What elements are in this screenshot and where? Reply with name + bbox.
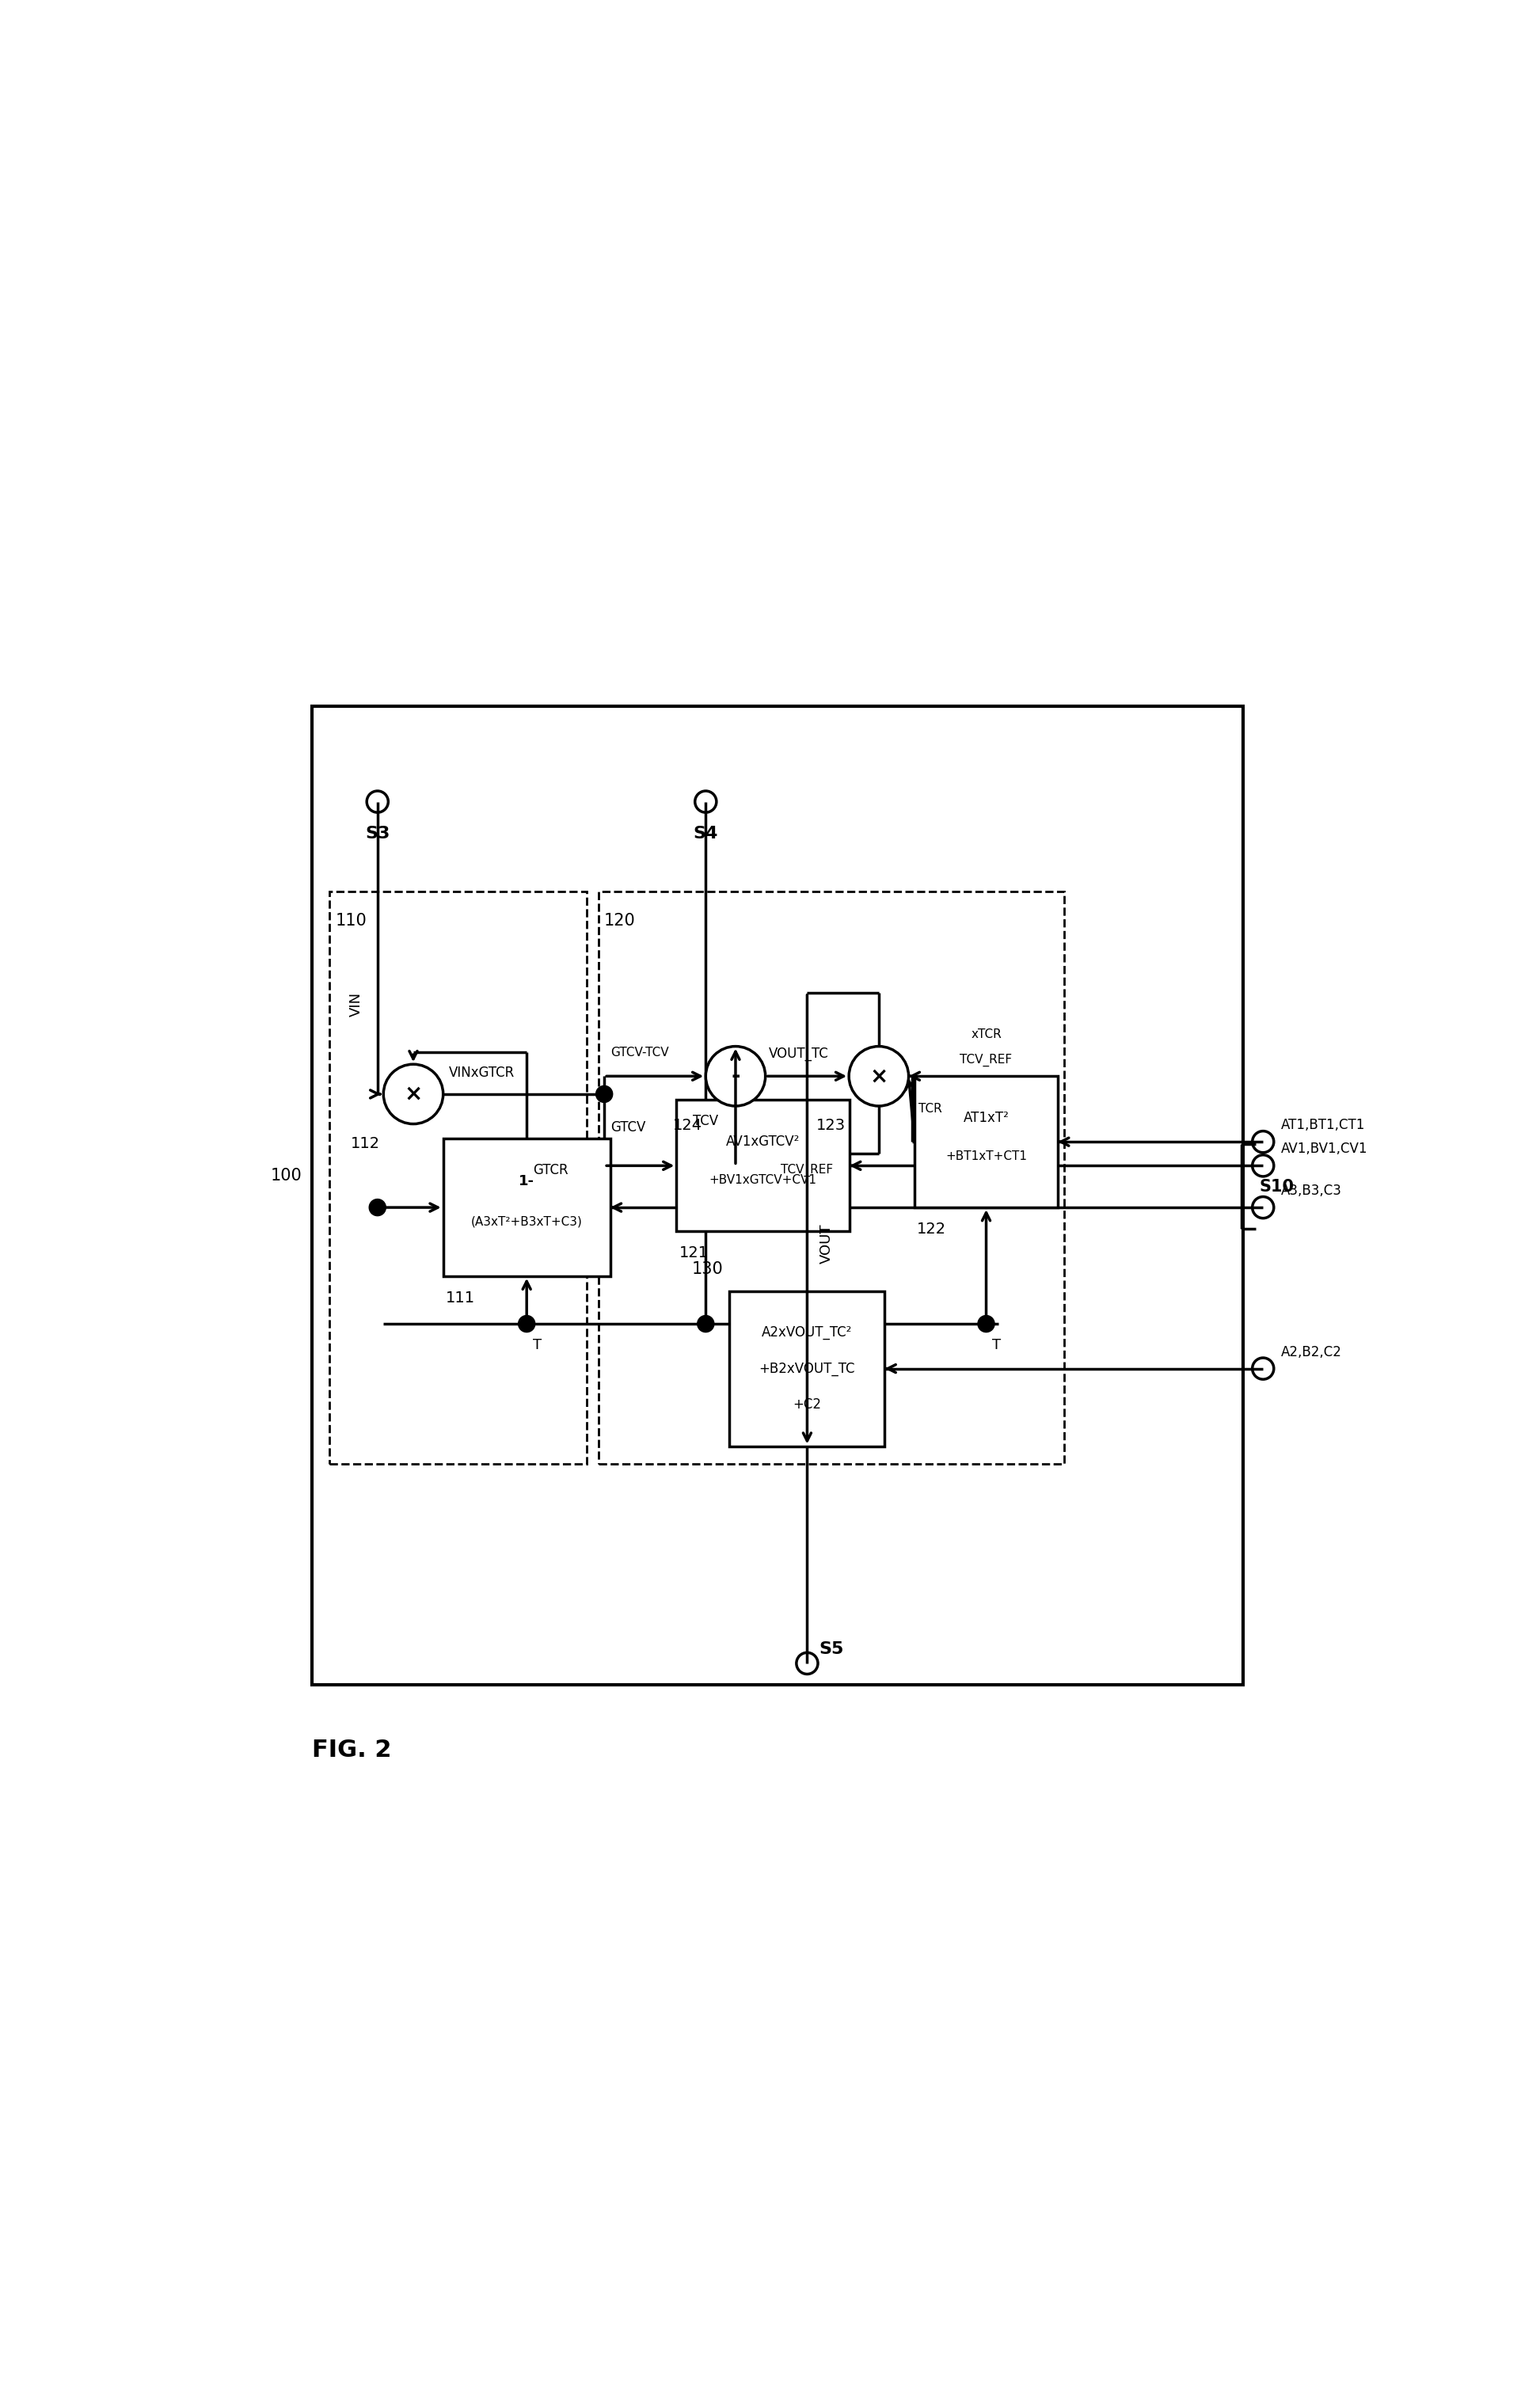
Circle shape	[596, 1086, 613, 1102]
Text: 100: 100	[271, 1169, 302, 1184]
Text: S4: S4	[693, 825, 718, 842]
Bar	[598, 892, 1064, 1463]
Text: xTCR: xTCR	[970, 1028, 1001, 1040]
Text: S10: S10	[1260, 1179, 1294, 1196]
Text: AV1xGTCV²: AV1xGTCV²	[725, 1136, 799, 1150]
Circle shape	[698, 1315, 715, 1332]
Text: VOUT_TC: VOUT_TC	[768, 1047, 829, 1062]
Bar	[311, 705, 1243, 1686]
Text: 110: 110	[336, 913, 367, 928]
Text: AT1,BT1,CT1: AT1,BT1,CT1	[1281, 1119, 1364, 1133]
Text: TCR: TCR	[918, 1102, 941, 1114]
Text: S3: S3	[365, 825, 390, 842]
Circle shape	[370, 1200, 387, 1215]
Text: VINxGTCR: VINxGTCR	[450, 1066, 514, 1081]
Circle shape	[519, 1315, 534, 1332]
Text: S5: S5	[819, 1643, 844, 1657]
Text: +BV1xGTCV+CV1: +BV1xGTCV+CV1	[708, 1174, 816, 1186]
Text: +C2: +C2	[793, 1396, 821, 1411]
Text: TCV_REF: TCV_REF	[781, 1164, 833, 1176]
Text: -: -	[732, 1064, 741, 1088]
Circle shape	[383, 1064, 444, 1124]
Text: 112: 112	[351, 1136, 380, 1150]
Bar	[330, 892, 587, 1463]
Text: T: T	[992, 1339, 1001, 1353]
Text: VOUT: VOUT	[819, 1224, 833, 1262]
Circle shape	[849, 1047, 909, 1107]
Text: +B2xVOUT_TC: +B2xVOUT_TC	[759, 1360, 855, 1375]
Text: A3,B3,C3: A3,B3,C3	[1281, 1184, 1341, 1198]
Text: 124: 124	[673, 1119, 702, 1133]
Text: VIN: VIN	[350, 992, 363, 1016]
Text: 123: 123	[816, 1119, 845, 1133]
Circle shape	[978, 1315, 995, 1332]
Text: ×: ×	[870, 1064, 889, 1088]
Text: TCV: TCV	[693, 1114, 719, 1129]
Text: 1-: 1-	[519, 1174, 534, 1188]
Text: GTCR: GTCR	[533, 1162, 568, 1176]
Text: A2,B2,C2: A2,B2,C2	[1281, 1344, 1341, 1358]
Text: AV1,BV1,CV1: AV1,BV1,CV1	[1281, 1143, 1368, 1157]
Text: +BT1xT+CT1: +BT1xT+CT1	[946, 1150, 1027, 1162]
Bar	[915, 1076, 1058, 1207]
Text: (A3xT²+B3xT+C3): (A3xT²+B3xT+C3)	[471, 1217, 582, 1227]
Text: FIG. 2: FIG. 2	[311, 1738, 391, 1762]
Text: 122: 122	[916, 1222, 947, 1236]
Text: T: T	[533, 1339, 542, 1353]
Bar	[676, 1100, 850, 1231]
Text: TCV_REF: TCV_REF	[959, 1054, 1012, 1066]
Text: AT1xT²: AT1xT²	[963, 1112, 1009, 1126]
Text: 130: 130	[691, 1260, 724, 1277]
Text: 120: 120	[604, 913, 636, 928]
Bar	[444, 1138, 610, 1277]
Text: GTCV-TCV: GTCV-TCV	[610, 1047, 668, 1059]
Bar	[730, 1291, 884, 1447]
Text: 111: 111	[445, 1291, 474, 1305]
Text: ×: ×	[403, 1083, 422, 1105]
Text: A2xVOUT_TC²: A2xVOUT_TC²	[762, 1325, 853, 1339]
Circle shape	[705, 1047, 765, 1107]
Text: GTCV: GTCV	[610, 1121, 645, 1136]
Text: 121: 121	[679, 1246, 708, 1260]
